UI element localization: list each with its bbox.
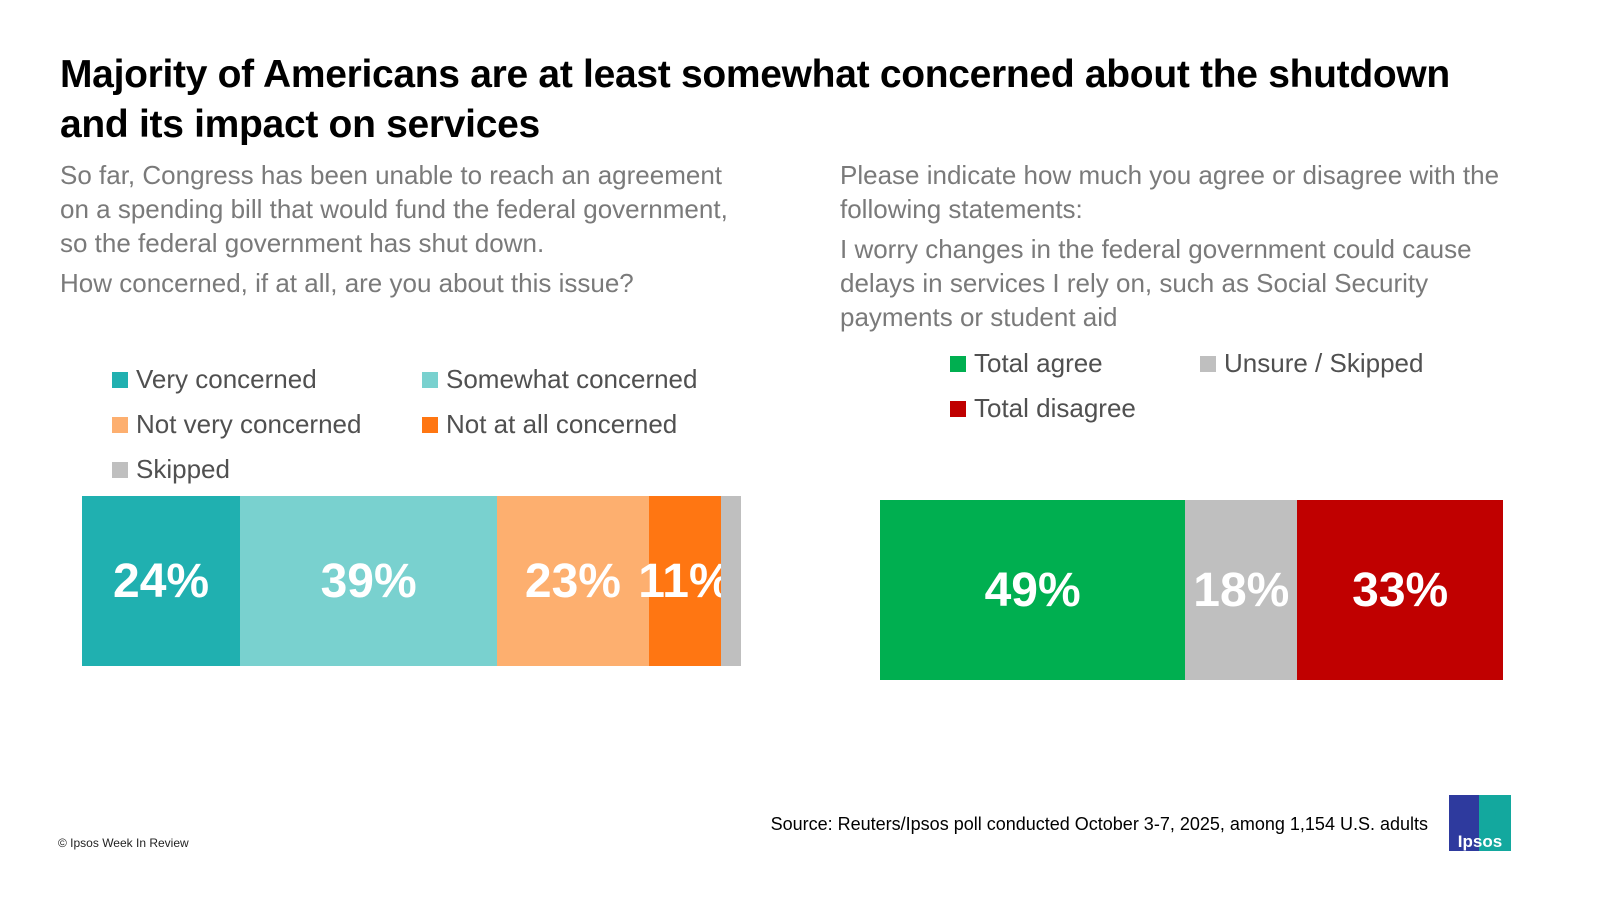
bar-data-label: 33%	[1352, 563, 1449, 617]
legend-swatch	[112, 461, 128, 478]
ipsos-logo-icon: Ipsos	[1449, 795, 1511, 851]
legend-swatch	[1200, 355, 1216, 372]
legend-item: Skipped	[112, 454, 230, 485]
legend-swatch	[950, 400, 966, 417]
legend-item: Total agree	[950, 348, 1103, 379]
left-question-context: So far, Congress has been unable to reac…	[60, 160, 728, 258]
legend-swatch	[112, 371, 128, 388]
bar-data-label: 11%	[638, 554, 732, 608]
concern-stacked-bar: 24% 39% 23% 11%	[82, 496, 741, 666]
legend-swatch	[950, 355, 966, 372]
legend-label: Total agree	[974, 348, 1103, 378]
legend-label: Not at all concerned	[446, 409, 678, 439]
bar-data-label: 18%	[1193, 563, 1290, 617]
right-question: Please indicate how much you agree or di…	[840, 158, 1520, 340]
bar-data-label: 23%	[524, 554, 621, 608]
page-title: Majority of Americans are at least somew…	[60, 53, 1450, 146]
bar-data-label: 39%	[320, 554, 417, 608]
legend-swatch	[112, 416, 128, 433]
legend-label: Somewhat concerned	[446, 364, 698, 394]
legend-label: Unsure / Skipped	[1224, 348, 1424, 378]
bar-segment-not-very-concerned: 23%	[497, 496, 649, 666]
legend-swatch	[422, 371, 438, 388]
bar-segment-total-disagree: 33%	[1297, 500, 1503, 680]
legend-item: Very concerned	[112, 364, 317, 395]
left-question-prompt: How concerned, if at all, are you about …	[60, 268, 634, 298]
ipsos-logo-text: Ipsos	[1458, 832, 1502, 851]
legend-label: Skipped	[136, 454, 230, 484]
bar-segment-somewhat-concerned: 39%	[240, 496, 498, 666]
bar-segment-very-concerned: 24%	[82, 496, 241, 666]
ipsos-logo: Ipsos	[1449, 795, 1511, 851]
bar-segment-unsure-skipped: 18%	[1185, 500, 1298, 680]
legend-item: Unsure / Skipped	[1200, 348, 1423, 379]
bar-data-label: 49%	[984, 563, 1081, 617]
source-note: Source: Reuters/Ipsos poll conducted Oct…	[770, 814, 1428, 834]
legend-item: Not at all concerned	[422, 409, 677, 440]
copyright-note: © Ipsos Week In Review	[58, 836, 189, 850]
bar-segment-not-at-all-concerned: 11%	[638, 496, 732, 666]
legend-item: Somewhat concerned	[422, 364, 697, 395]
bar-data-label: 24%	[113, 554, 210, 608]
legend-label: Very concerned	[136, 364, 317, 394]
left-question: So far, Congress has been unable to reac…	[60, 158, 750, 306]
bar-segment-skipped	[721, 496, 741, 666]
legend-swatch	[422, 416, 438, 433]
right-question-context: Please indicate how much you agree or di…	[840, 160, 1500, 224]
bar-segment-total-agree: 49%	[880, 500, 1186, 680]
legend-item: Not very concerned	[112, 409, 361, 440]
legend-label: Total disagree	[974, 393, 1136, 423]
right-question-statement: I worry changes in the federal governmen…	[840, 234, 1472, 332]
legend-item: Total disagree	[950, 393, 1136, 424]
legend-label: Not very concerned	[136, 409, 362, 439]
agreement-stacked-bar: 49% 18% 33%	[880, 500, 1503, 680]
